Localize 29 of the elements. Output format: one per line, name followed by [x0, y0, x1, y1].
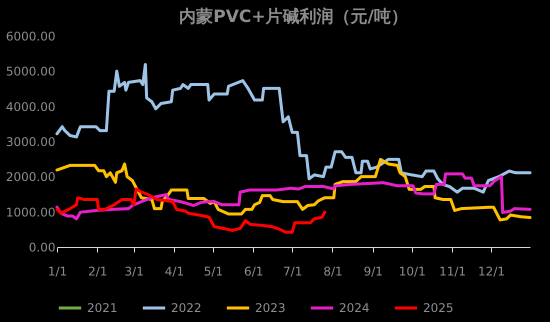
x-tick-label: 11/1 — [439, 264, 466, 278]
legend-label: 2025 — [423, 301, 454, 315]
legend-label: 2022 — [171, 301, 202, 315]
line-series — [56, 158, 532, 222]
x-tick-label: 12/1 — [478, 264, 505, 278]
x-tick-label: 2/1 — [88, 264, 108, 278]
x-tick-label: 6/1 — [244, 264, 264, 278]
x-tick-label: 5/1 — [204, 264, 224, 278]
x-tick-label: 4/1 — [164, 264, 184, 278]
legend-label: 2023 — [255, 301, 286, 315]
legend-label: 2021 — [87, 301, 118, 315]
y-tick-label: 2000.00 — [6, 170, 56, 184]
x-tick-label: 9/1 — [364, 264, 383, 278]
x-tick-label: 10/1 — [398, 264, 426, 278]
line-series — [56, 187, 326, 234]
x-tick-label: 8/1 — [323, 264, 343, 278]
chart-title: 内蒙PVC+片碱利润（元/吨） — [179, 7, 408, 27]
y-tick-label: 6000.00 — [6, 30, 56, 44]
y-tick-label: 3000.00 — [6, 135, 56, 149]
x-tick-label: 1/1 — [48, 264, 68, 278]
y-tick-label: 4000.00 — [6, 100, 56, 114]
x-tick-label: 7/1 — [283, 264, 302, 278]
line-series — [56, 62, 532, 194]
line-series — [56, 172, 532, 220]
y-tick-label: 0.00 — [28, 240, 56, 254]
y-tick-label: 1000.00 — [6, 205, 56, 220]
legend-label: 2024 — [339, 301, 370, 315]
y-tick-label: 5000.00 — [6, 64, 56, 79]
x-tick-label: 3/1 — [124, 264, 144, 278]
